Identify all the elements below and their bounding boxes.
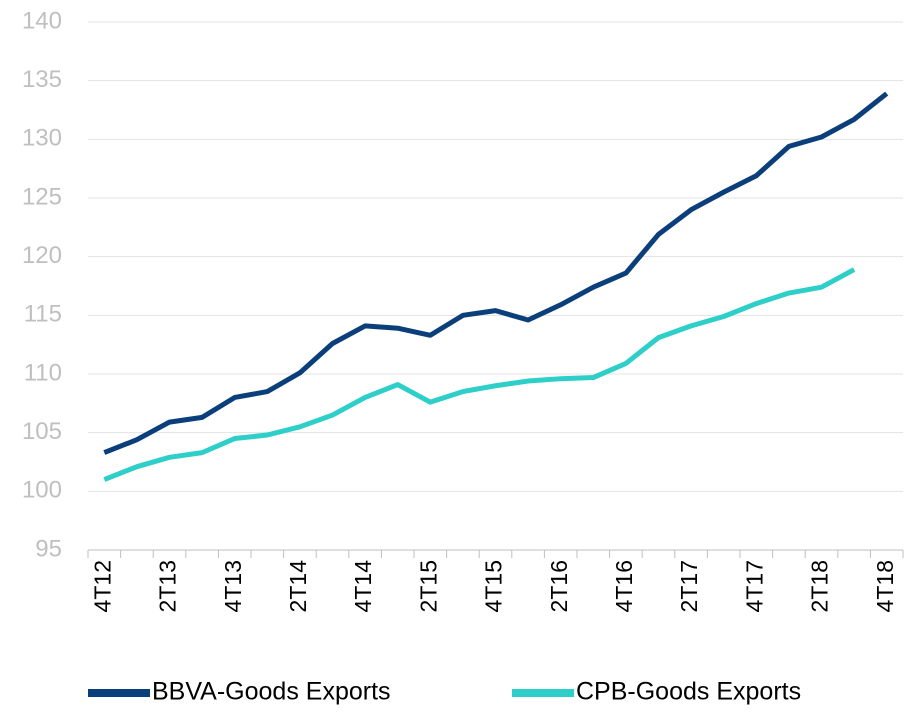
legend-label: BBVA-Goods Exports bbox=[152, 678, 391, 706]
legend-label: CPB-Goods Exports bbox=[576, 678, 801, 706]
y-tick-label: 140 bbox=[22, 7, 62, 34]
y-tick-label: 120 bbox=[22, 242, 62, 269]
y-tick-label: 135 bbox=[22, 66, 62, 93]
x-tick-label: 4T13 bbox=[220, 560, 246, 612]
x-tick-label: 4T12 bbox=[89, 560, 115, 612]
y-tick-label: 105 bbox=[22, 418, 62, 445]
x-tick-label: 2T16 bbox=[546, 560, 572, 612]
x-tick-label: 2T13 bbox=[155, 560, 181, 612]
series-line bbox=[103, 267, 856, 482]
y-tick-label: 125 bbox=[22, 183, 62, 210]
x-tick-label: 4T16 bbox=[611, 560, 637, 612]
x-tick-label: 4T14 bbox=[350, 560, 376, 613]
y-tick-label: 130 bbox=[22, 125, 62, 152]
y-tick-label: 110 bbox=[24, 359, 62, 386]
y-tick-label: 115 bbox=[24, 301, 62, 328]
x-tick-label: 2T15 bbox=[415, 560, 441, 612]
x-tick-label: 2T18 bbox=[807, 560, 833, 612]
x-tick-label: 4T17 bbox=[741, 560, 767, 612]
x-tick-label: 4T18 bbox=[872, 560, 898, 612]
series-line bbox=[103, 91, 889, 455]
y-tick-label: 95 bbox=[35, 535, 62, 562]
x-tick-label: 2T17 bbox=[676, 560, 702, 612]
x-tick-label: 2T14 bbox=[285, 560, 311, 613]
y-tick-label: 100 bbox=[22, 477, 62, 504]
x-tick-label: 4T15 bbox=[481, 560, 507, 612]
